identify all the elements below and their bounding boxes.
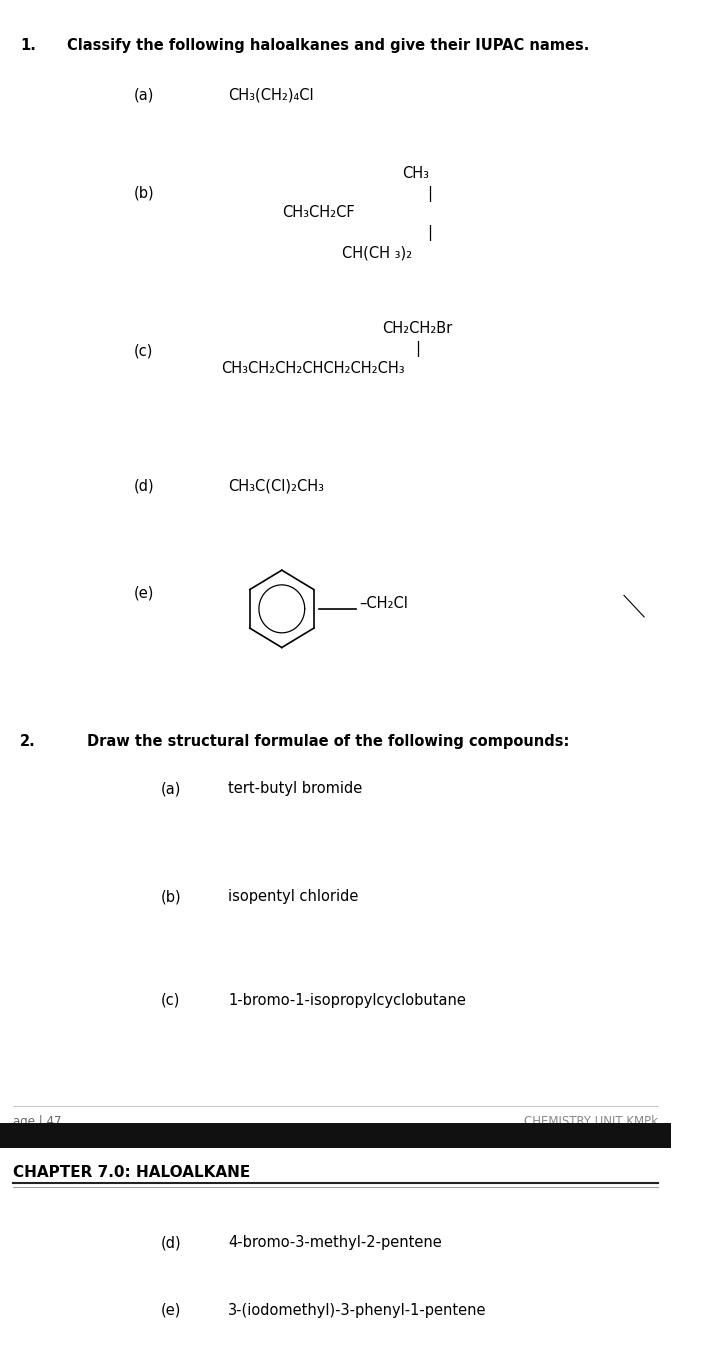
Text: age | 47: age | 47 [13,1115,62,1129]
Text: |: | [415,341,420,357]
Text: |: | [427,225,432,241]
Text: (e): (e) [161,1303,181,1317]
Text: 4-bromo-3-methyl-2-pentene: 4-bromo-3-methyl-2-pentene [228,1235,442,1250]
Text: (b): (b) [161,889,181,904]
Text: 2.: 2. [20,734,36,749]
Text: isopentyl chloride: isopentyl chloride [228,889,359,904]
Text: CH(CH ₃)₂: CH(CH ₃)₂ [342,245,413,260]
Text: (c): (c) [134,343,153,358]
Text: Classify the following haloalkanes and give their IUPAC names.: Classify the following haloalkanes and g… [67,38,590,53]
Text: 3-(iodomethyl)-3-phenyl-1-pentene: 3-(iodomethyl)-3-phenyl-1-pentene [228,1303,486,1317]
Text: tert-butyl bromide: tert-butyl bromide [228,781,362,796]
Text: (a): (a) [161,781,181,796]
Text: CH₃CH₂CF: CH₃CH₂CF [282,205,354,220]
Text: CH₃: CH₃ [403,166,430,180]
Text: CH₃C(Cl)₂CH₃: CH₃C(Cl)₂CH₃ [228,478,324,493]
Text: (b): (b) [134,186,155,201]
Text: CH₃CH₂CH₂CHCH₂CH₂CH₃: CH₃CH₂CH₂CHCH₂CH₂CH₃ [221,361,405,376]
Text: CH₃(CH₂)₄Cl: CH₃(CH₂)₄Cl [228,88,314,102]
FancyBboxPatch shape [0,1123,671,1148]
Text: CHEMISTRY UNIT KMPk: CHEMISTRY UNIT KMPk [524,1115,657,1129]
Text: (e): (e) [134,586,155,601]
Text: (d): (d) [134,478,155,493]
Text: –CH₂Cl: –CH₂Cl [359,595,408,612]
Text: (a): (a) [134,88,155,102]
Text: (c): (c) [161,993,181,1008]
Text: (d): (d) [161,1235,181,1250]
Text: CH₂CH₂Br: CH₂CH₂Br [382,321,453,335]
Text: 1-bromo-1-isopropylcyclobutane: 1-bromo-1-isopropylcyclobutane [228,993,466,1008]
Text: 1.: 1. [20,38,36,53]
Text: Draw the structural formulae of the following compounds:: Draw the structural formulae of the foll… [87,734,569,749]
Text: CHAPTER 7.0: HALOALKANE: CHAPTER 7.0: HALOALKANE [13,1165,251,1180]
Text: |: | [427,186,432,202]
